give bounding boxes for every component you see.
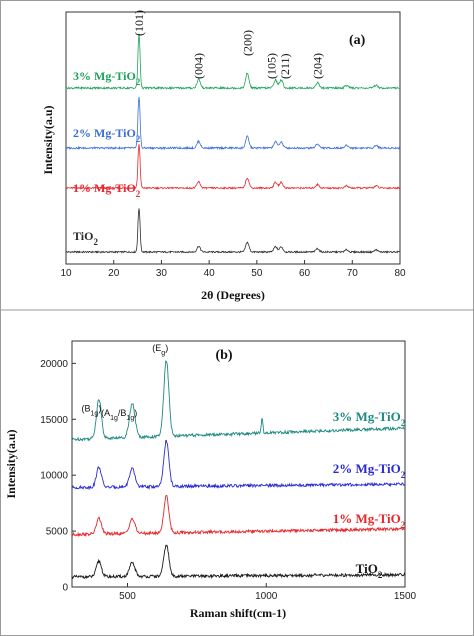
panel-b-x-axis-label: Raman shift(cm-1): [190, 606, 286, 620]
x-tick-label: 30: [156, 268, 168, 279]
series-label: 3% Mg-TiO2: [333, 409, 406, 428]
x-tick-label: 1500: [394, 591, 417, 602]
panel-a-chart: 10 20 30 40 50 60 70 80 (101) (004) (200) (105) (21…: [41, 10, 406, 302]
x-tick-label: 20: [108, 268, 120, 279]
panel-a-x-ticks: 10 20 30 40 50 60 70 80: [60, 260, 406, 279]
panel-a-y-axis-label: Intensity(a.u): [41, 105, 55, 174]
peak-label: (101): [132, 10, 146, 36]
xrd-series-line: [65, 33, 401, 91]
raman-series-line: [71, 544, 406, 580]
panel-b-x-ticks: 500 1000 1500: [119, 583, 417, 602]
peak-annotation: (B1g): [82, 403, 102, 417]
series-label: 2% Mg-TiO2: [73, 126, 141, 144]
x-tick-label: 80: [394, 268, 406, 279]
peak-annotation: (A1g/B1g): [101, 408, 137, 422]
x-tick-label: 10: [60, 268, 72, 279]
y-tick-label: 0: [62, 583, 68, 594]
panel-b-peak-annotations: (Eg) (B1g) (A1g/B1g): [82, 343, 169, 421]
series-label: 1% Mg-TiO2: [73, 181, 141, 199]
series-label: TiO2: [356, 561, 383, 580]
x-tick-label: 70: [347, 268, 359, 279]
raman-series-line: [72, 360, 406, 442]
x-tick-label: 1000: [255, 591, 278, 602]
peak-annotation: (Eg): [152, 343, 168, 357]
series-label: 3% Mg-TiO2: [73, 69, 141, 87]
x-tick-label: 40: [204, 268, 216, 279]
peak-label: (204): [311, 53, 325, 79]
panel-a-label: (a): [349, 33, 366, 48]
panel-b-y-axis-label: Intensity(a.u): [4, 429, 18, 498]
panel-a-plot-frame: [65, 11, 401, 265]
panel-a-series-labels: TiO2 1% Mg-TiO2 2% Mg-TiO2 3% Mg-TiO2: [73, 69, 141, 247]
panel-a-x-axis-label: 2θ (Degrees): [201, 288, 265, 302]
panel-b-y-ticks: 0 5000 10000 15000 20000: [40, 359, 76, 594]
x-tick-label: 60: [299, 268, 311, 279]
panel-a-peak-labels: (101) (004) (200) (105) (211) (204): [132, 10, 325, 79]
series-label: TiO2: [73, 229, 98, 247]
series-label: 1% Mg-TiO2: [333, 511, 406, 530]
xrd-series-line: [66, 144, 401, 191]
xrd-series-line: [65, 208, 401, 255]
xrd-series-line: [65, 96, 401, 151]
y-tick-label: 15000: [40, 415, 68, 426]
panel-b-label: (b): [215, 348, 232, 363]
series-label: 2% Mg-TiO2: [333, 461, 406, 480]
peak-label: (004): [192, 53, 206, 79]
x-tick-label: 50: [251, 268, 263, 279]
panel-b-series-labels: TiO2 1% Mg-TiO2 2% Mg-TiO2 3% Mg-TiO2: [333, 409, 406, 580]
y-tick-label: 10000: [40, 471, 68, 482]
peak-label: (105): [265, 53, 279, 79]
raman-series-line: [71, 495, 406, 538]
x-tick-label: 500: [119, 591, 136, 602]
raman-series-line: [71, 440, 406, 491]
y-tick-label: 5000: [46, 527, 69, 538]
y-tick-label: 20000: [40, 359, 68, 370]
peak-label: (211): [278, 53, 292, 79]
panel-b-plot-frame: [71, 340, 406, 588]
panel-a-series-group: [65, 33, 401, 255]
peak-label: (200): [240, 30, 254, 56]
panel-b-series-group: [71, 360, 406, 580]
panel-b-chart: 500 1000 1500 0 5000 10000 15000 20000 (Eg) (B1…: [4, 340, 417, 620]
